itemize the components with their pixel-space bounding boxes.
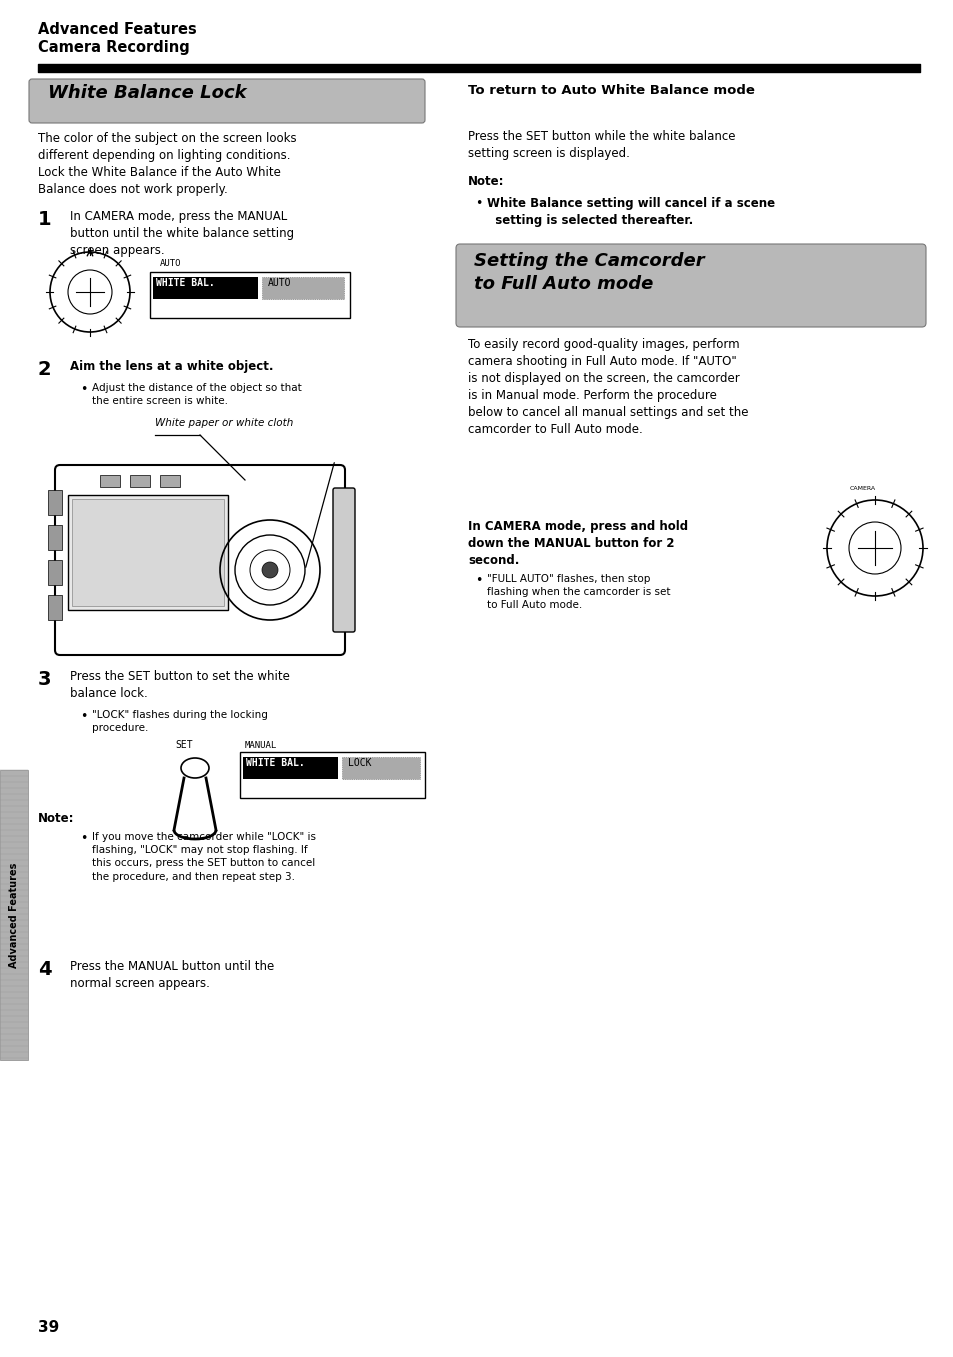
Text: White paper or white cloth: White paper or white cloth bbox=[154, 418, 294, 427]
Bar bbox=[152, 277, 257, 299]
Text: 4: 4 bbox=[38, 959, 51, 978]
Text: Advanced Features: Advanced Features bbox=[9, 862, 19, 968]
Text: To easily record good-quality images, perform
camera shooting in Full Auto mode.: To easily record good-quality images, pe… bbox=[468, 338, 748, 436]
Text: Setting the Camcorder
to Full Auto mode: Setting the Camcorder to Full Auto mode bbox=[474, 252, 704, 293]
Text: Press the SET button while the white balance
setting screen is displayed.: Press the SET button while the white bal… bbox=[468, 130, 735, 160]
Text: 2: 2 bbox=[38, 360, 51, 379]
Text: Note:: Note: bbox=[468, 175, 504, 189]
Text: "LOCK" flashes during the locking
procedure.: "LOCK" flashes during the locking proced… bbox=[91, 710, 268, 733]
FancyBboxPatch shape bbox=[55, 465, 345, 655]
Text: Note:: Note: bbox=[38, 811, 74, 825]
Text: White Balance setting will cancel if a scene
  setting is selected thereafter.: White Balance setting will cancel if a s… bbox=[486, 197, 774, 227]
Bar bbox=[71, 499, 224, 607]
Text: •: • bbox=[475, 574, 482, 588]
Bar bbox=[48, 560, 62, 585]
Text: WHITE BAL.: WHITE BAL. bbox=[246, 759, 304, 768]
Bar bbox=[150, 271, 350, 318]
Circle shape bbox=[262, 562, 277, 578]
Text: 39: 39 bbox=[38, 1320, 59, 1335]
Text: If you move the camcorder while "LOCK" is
flashing, "LOCK" may not stop flashing: If you move the camcorder while "LOCK" i… bbox=[91, 832, 315, 882]
Bar bbox=[48, 490, 62, 516]
Text: WHITE BAL.: WHITE BAL. bbox=[156, 278, 214, 288]
Text: To return to Auto White Balance mode: To return to Auto White Balance mode bbox=[468, 84, 754, 96]
Bar bbox=[0, 769, 28, 1060]
FancyBboxPatch shape bbox=[29, 79, 424, 123]
Text: Press the MANUAL button until the
normal screen appears.: Press the MANUAL button until the normal… bbox=[70, 959, 274, 991]
Text: The color of the subject on the screen looks
different depending on lighting con: The color of the subject on the screen l… bbox=[38, 132, 296, 195]
Text: LOCK: LOCK bbox=[348, 759, 371, 768]
Text: Adjust the distance of the object so that
the entire screen is white.: Adjust the distance of the object so tha… bbox=[91, 383, 301, 406]
Text: AUTO: AUTO bbox=[160, 259, 181, 267]
Text: Aim the lens at a white object.: Aim the lens at a white object. bbox=[70, 360, 274, 373]
Bar bbox=[48, 594, 62, 620]
Text: "FULL AUTO" flashes, then stop
flashing when the camcorder is set
to Full Auto m: "FULL AUTO" flashes, then stop flashing … bbox=[486, 574, 670, 611]
Text: •: • bbox=[80, 832, 88, 845]
Text: White Balance Lock: White Balance Lock bbox=[48, 84, 247, 102]
Bar bbox=[341, 757, 419, 779]
Bar bbox=[100, 475, 120, 487]
Bar bbox=[262, 277, 344, 299]
FancyBboxPatch shape bbox=[456, 244, 925, 327]
Text: •: • bbox=[80, 710, 88, 723]
Bar bbox=[48, 525, 62, 550]
Text: AUTO: AUTO bbox=[268, 278, 292, 288]
FancyBboxPatch shape bbox=[333, 489, 355, 632]
Text: In CAMERA mode, press the MANUAL
button until the white balance setting
screen a: In CAMERA mode, press the MANUAL button … bbox=[70, 210, 294, 256]
Text: •: • bbox=[80, 383, 88, 396]
Text: CAMERA: CAMERA bbox=[849, 486, 875, 491]
Bar bbox=[240, 752, 424, 798]
Text: 3: 3 bbox=[38, 670, 51, 689]
Bar bbox=[68, 495, 228, 611]
Text: Camera Recording: Camera Recording bbox=[38, 39, 190, 56]
Bar bbox=[160, 475, 180, 487]
Text: In CAMERA mode, press and hold
down the MANUAL button for 2
second.: In CAMERA mode, press and hold down the … bbox=[468, 520, 687, 567]
Bar bbox=[130, 475, 150, 487]
Text: 1: 1 bbox=[38, 210, 51, 229]
Text: SET: SET bbox=[174, 740, 193, 750]
Text: MANUAL: MANUAL bbox=[245, 741, 277, 750]
Bar bbox=[243, 757, 337, 779]
Text: •: • bbox=[475, 197, 482, 210]
Text: Advanced Features: Advanced Features bbox=[38, 22, 196, 37]
Text: Press the SET button to set the white
balance lock.: Press the SET button to set the white ba… bbox=[70, 670, 290, 700]
